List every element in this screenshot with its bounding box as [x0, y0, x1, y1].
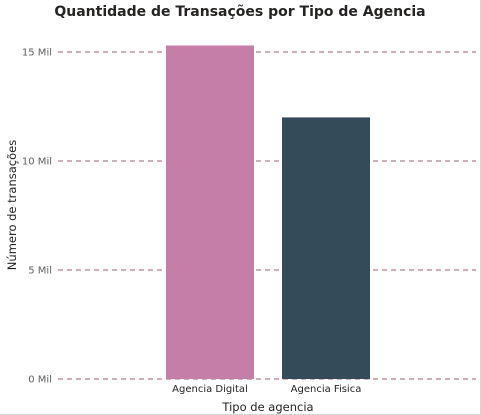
chart-title: Quantidade de Transações por Tipo de Age…: [54, 4, 425, 20]
y-tick-label: 0 Mil: [28, 375, 52, 386]
y-axis-title: Número de transações: [5, 140, 19, 270]
y-tick-label: 10 Mil: [22, 157, 52, 168]
x-category-label: Agencia Fisica: [291, 384, 362, 395]
bar-2[interactable]: [282, 117, 370, 380]
y-tick-label: 5 Mil: [28, 266, 52, 277]
bar-1[interactable]: [166, 45, 254, 380]
y-tick-label: 15 Mil: [22, 48, 52, 59]
gridlines: [58, 51, 476, 380]
y-axis-ticks: 0 Mil 5 Mil 10 Mil 15 Mil: [22, 48, 52, 386]
bars: [166, 45, 370, 380]
x-category-label: Agencia Digital: [172, 384, 248, 395]
x-axis-categories: Agencia Digital Agencia Fisica: [172, 384, 361, 395]
x-axis-title: Tipo de agencia: [221, 400, 313, 414]
